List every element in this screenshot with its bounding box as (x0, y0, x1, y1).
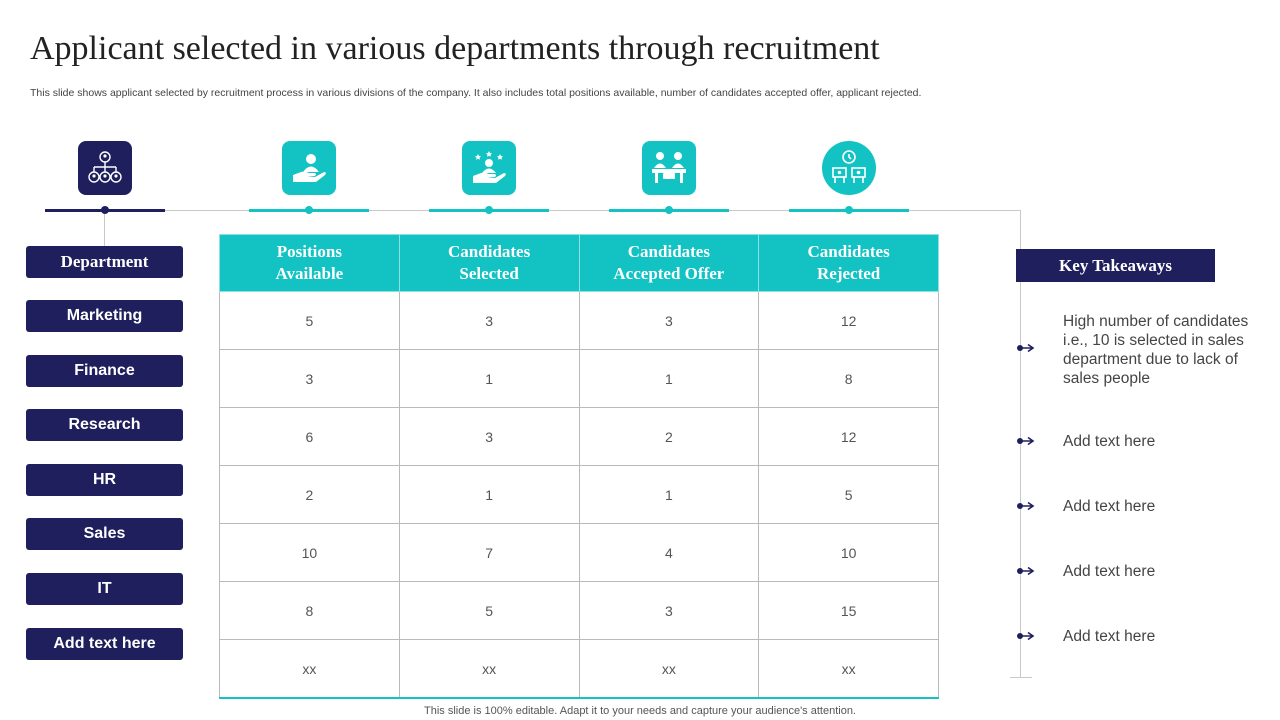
department-research: Research (26, 409, 183, 441)
table-cell: 1 (578, 465, 760, 524)
table-cell: 7 (398, 523, 580, 582)
table-cell: 1 (398, 349, 580, 408)
table-header-row: Positions Available Candidates Selected Ca… (219, 234, 939, 292)
takeaways-timeline-base (1010, 677, 1032, 678)
table-row: 10 7 4 10 (219, 523, 939, 582)
icon-underline-dot (665, 206, 673, 214)
table-cell: xx (398, 639, 580, 699)
table-cell: 4 (578, 523, 760, 582)
hand-holding-person-icon (282, 141, 336, 195)
meeting-table-icon (642, 141, 696, 195)
department-header: Department (26, 246, 183, 278)
department-it: IT (26, 573, 183, 605)
icon-underline-dot (845, 206, 853, 214)
department-marketing: Marketing (26, 300, 183, 332)
department-add-text: Add text here (26, 628, 183, 660)
table-cell: 3 (578, 581, 760, 640)
table-cell: xx (578, 639, 760, 699)
department-hr: HR (26, 464, 183, 496)
table-row: 5 3 3 12 (219, 291, 939, 350)
icon-underline-dot (305, 206, 313, 214)
table-cell: 8 (219, 581, 400, 640)
table-row: 6 3 2 12 (219, 407, 939, 466)
table-cell: 12 (758, 291, 939, 350)
arrow-bullet-icon (1017, 436, 1035, 446)
org-chart-icon (78, 141, 132, 195)
column-header: Positions Available (219, 234, 400, 292)
hand-with-stars-icon (462, 141, 516, 195)
table-cell: 8 (758, 349, 939, 408)
connector-line (165, 210, 1021, 211)
recruitment-table: Positions Available Candidates Selected Ca… (219, 234, 939, 699)
table-cell: 3 (219, 349, 400, 408)
table-cell: 1 (578, 349, 760, 408)
table-cell: 2 (578, 407, 760, 466)
table-cell: 3 (578, 291, 760, 350)
table-cell: 6 (219, 407, 400, 466)
takeaways-timeline (1020, 210, 1021, 678)
table-cell: 1 (398, 465, 580, 524)
icon-underline-dot (101, 206, 109, 214)
arrow-bullet-icon (1017, 343, 1035, 353)
table-cell: 3 (398, 407, 580, 466)
table-cell: 12 (758, 407, 939, 466)
takeaway-item: Add text here (1063, 433, 1156, 450)
slide-footer: This slide is 100% editable. Adapt it to… (424, 705, 856, 717)
arrow-bullet-icon (1017, 501, 1035, 511)
column-header: Candidates Accepted Offer (578, 234, 760, 292)
table-row: 8 5 3 15 (219, 581, 939, 640)
slide-subtitle: This slide shows applicant selected by r… (30, 87, 922, 99)
takeaway-item: Add text here (1063, 563, 1156, 580)
table-cell: 5 (758, 465, 939, 524)
table-cell: 15 (758, 581, 939, 640)
takeaway-item: High number of candidates i.e., 10 is se… (1063, 313, 1249, 387)
arrow-bullet-icon (1017, 566, 1035, 576)
takeaway-item: Add text here (1063, 498, 1156, 515)
table-cell: 2 (219, 465, 400, 524)
department-sales: Sales (26, 518, 183, 550)
department-finance: Finance (26, 355, 183, 387)
table-cell: xx (219, 639, 400, 699)
table-cell: 10 (758, 523, 939, 582)
slide-title: Applicant selected in various department… (30, 30, 880, 67)
icon-underline-dot (485, 206, 493, 214)
takeaway-item: Add text here (1063, 628, 1156, 645)
table-cell: 5 (219, 291, 400, 350)
arrow-bullet-icon (1017, 631, 1035, 641)
table-cell: 5 (398, 581, 580, 640)
table-cell: 10 (219, 523, 400, 582)
column-header: Candidates Selected (398, 234, 580, 292)
clock-desks-icon (822, 141, 876, 195)
connector-drop (104, 212, 105, 246)
table-cell: 3 (398, 291, 580, 350)
column-header: Candidates Rejected (758, 234, 939, 292)
table-cell: xx (758, 639, 939, 699)
table-row: xx xx xx xx (219, 639, 939, 699)
key-takeaways-header: Key Takeaways (1016, 249, 1215, 282)
